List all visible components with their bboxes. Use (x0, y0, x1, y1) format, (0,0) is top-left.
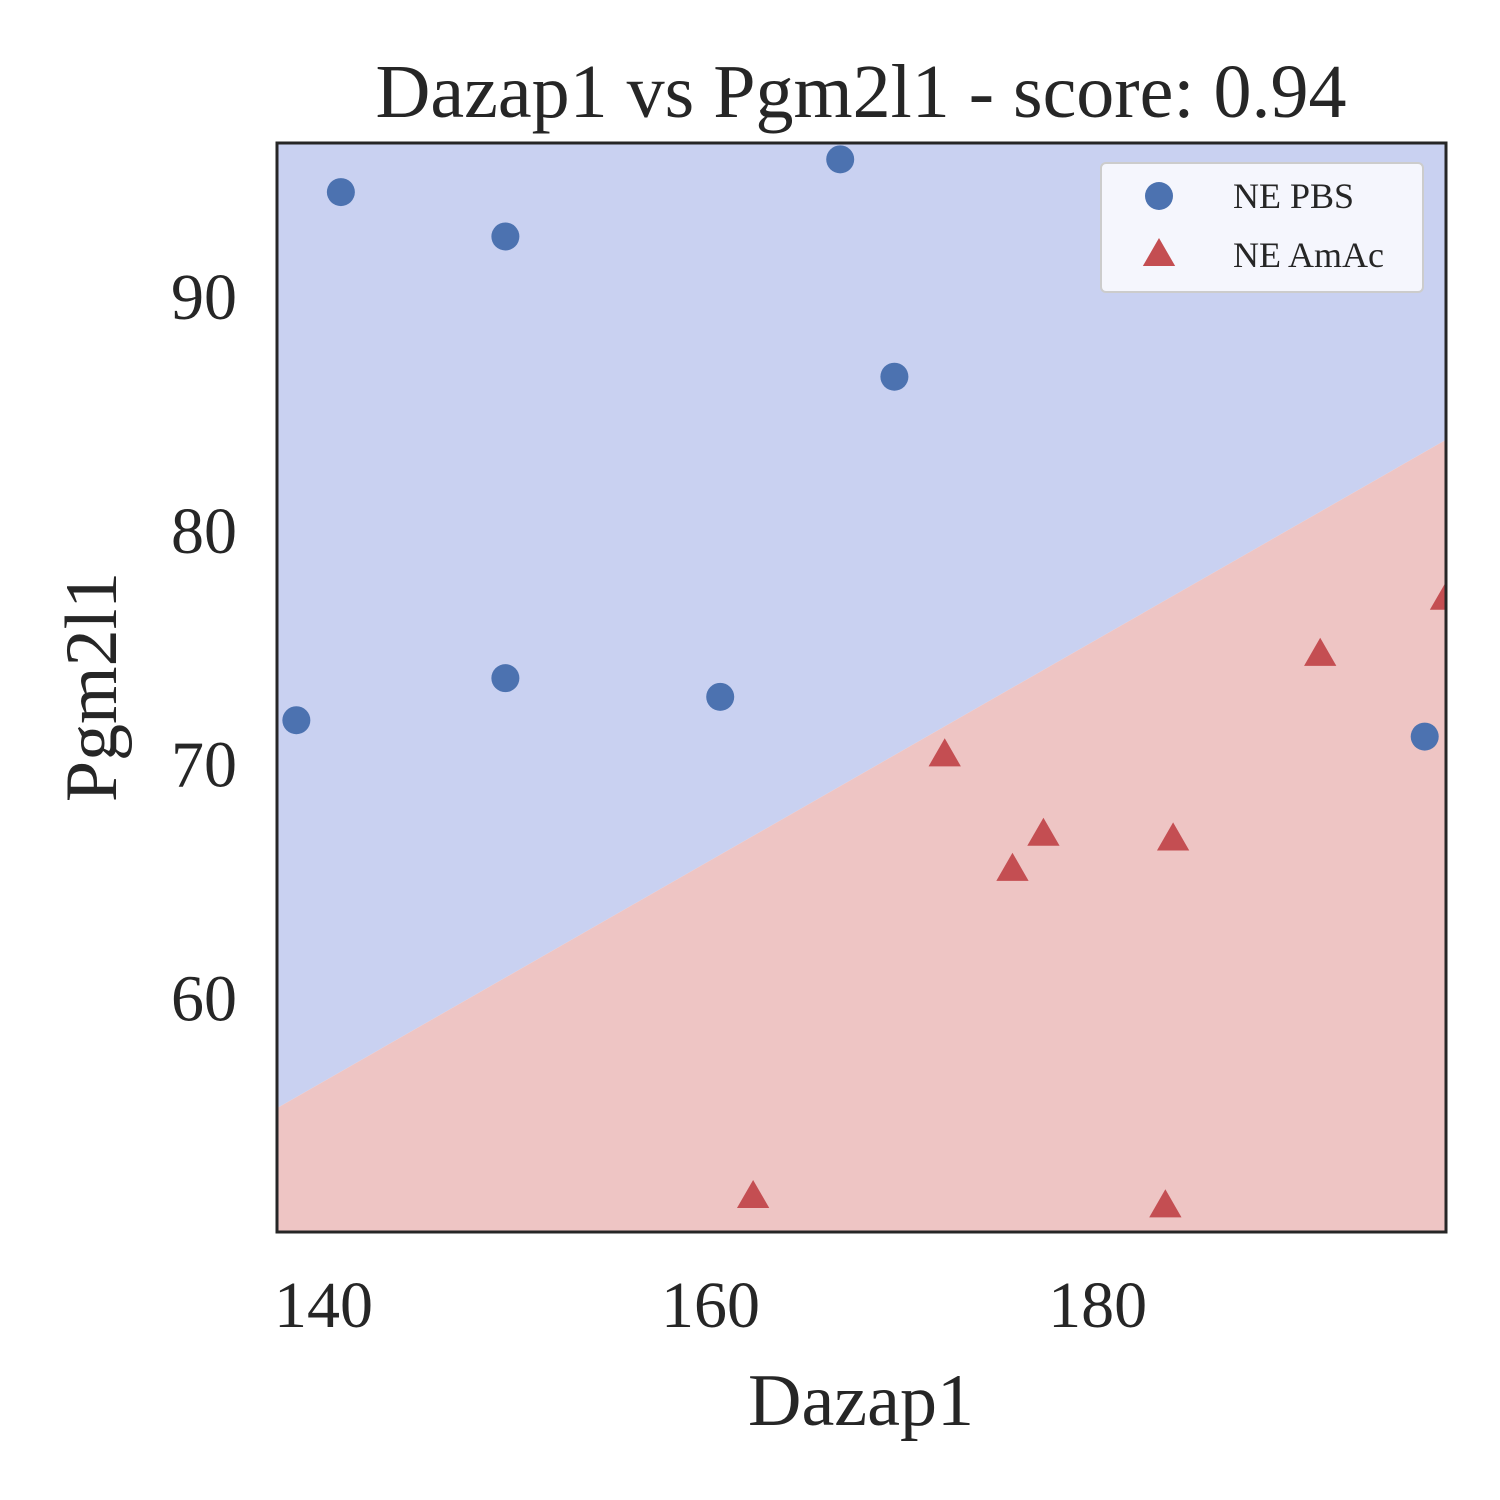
data-point-triangle (996, 852, 1029, 881)
x-tick-label: 140 (274, 1269, 373, 1342)
data-point-triangle (1304, 637, 1337, 666)
data-point-triangle (1027, 817, 1060, 846)
plot-frame (275, 141, 1448, 1234)
y-tick-label: 70 (171, 729, 237, 802)
legend-marker-triangle (1142, 238, 1176, 267)
x-tick-label: 180 (1048, 1269, 1147, 1342)
data-point-triangle (928, 738, 961, 767)
region-ne-amac (277, 439, 1446, 1232)
legend-box (1100, 162, 1424, 293)
data-point-circle (326, 178, 355, 207)
y-tick-label: 80 (171, 495, 237, 568)
data-point-circle (826, 145, 855, 174)
chart-title: Dazap1 vs Pgm2l1 - score: 0.94 (376, 50, 1347, 134)
y-axis-label: Pgm2l1 (51, 572, 133, 802)
data-point-triangle (1429, 581, 1446, 610)
data-point-circle (1410, 722, 1439, 751)
x-axis-label: Dazap1 (748, 1360, 974, 1442)
legend-marker-circle (1145, 182, 1173, 210)
y-axis-ticks: 60 70 80 90 (171, 261, 237, 1035)
data-points (282, 145, 1446, 1218)
y-tick-label: 90 (171, 261, 237, 334)
data-point-circle (282, 706, 311, 735)
x-axis-ticks: 140 160 180 (274, 1269, 1147, 1342)
data-point-triangle (1156, 822, 1190, 851)
region-ne-pbs (277, 143, 1446, 1109)
decision-regions (277, 143, 1446, 1232)
legend-label: NE AmAc (1233, 235, 1384, 275)
data-point-circle (491, 664, 520, 693)
data-point-circle (880, 362, 909, 391)
legend: NE PBS NE AmAc (1100, 162, 1424, 293)
x-tick-label: 160 (661, 1269, 760, 1342)
data-point-circle (706, 682, 735, 711)
data-point-triangle (1149, 1189, 1182, 1218)
y-tick-label: 60 (171, 962, 237, 1035)
data-point-triangle (736, 1179, 770, 1208)
data-point-circle (491, 222, 520, 251)
legend-label: NE PBS (1233, 176, 1354, 216)
